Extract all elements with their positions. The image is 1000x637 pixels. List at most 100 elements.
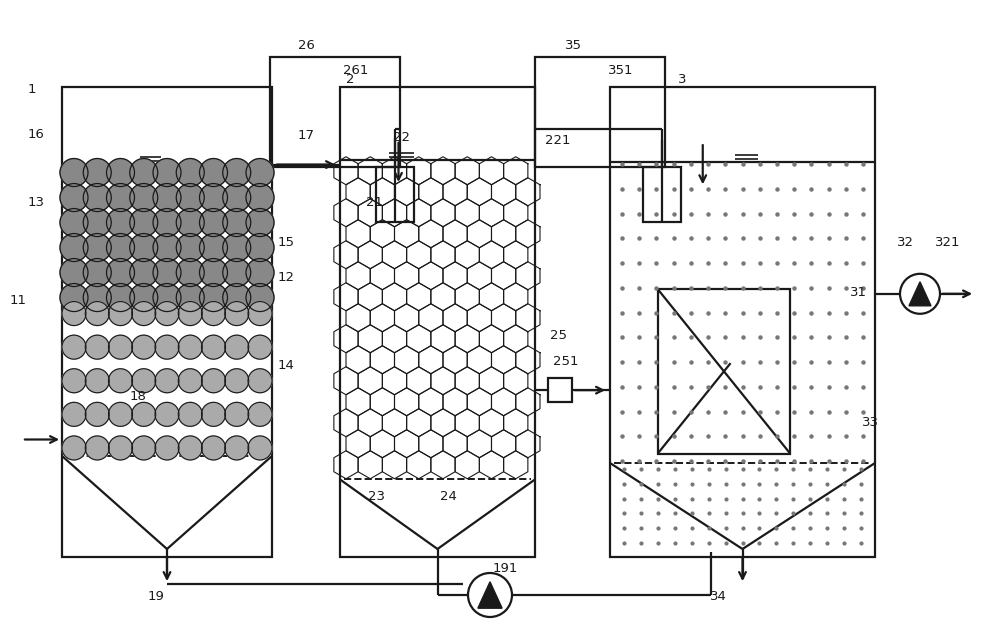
Circle shape	[85, 335, 109, 359]
Circle shape	[248, 335, 272, 359]
Circle shape	[130, 259, 158, 287]
Circle shape	[155, 369, 179, 393]
Circle shape	[130, 183, 158, 211]
Bar	[658, 289, 790, 454]
Circle shape	[107, 234, 135, 262]
Circle shape	[225, 301, 249, 326]
Circle shape	[132, 369, 156, 393]
Circle shape	[246, 183, 274, 211]
Text: 13: 13	[28, 196, 45, 208]
Circle shape	[107, 208, 135, 236]
Bar	[535, 57, 665, 167]
Circle shape	[109, 436, 133, 460]
Circle shape	[153, 234, 181, 262]
Text: 1: 1	[28, 83, 37, 96]
Circle shape	[83, 208, 111, 236]
Circle shape	[225, 436, 249, 460]
Circle shape	[153, 259, 181, 287]
Bar	[643, 167, 681, 222]
Bar	[62, 87, 272, 557]
Circle shape	[155, 403, 179, 426]
Circle shape	[202, 403, 226, 426]
Text: 19: 19	[148, 590, 165, 603]
Circle shape	[60, 159, 88, 187]
Circle shape	[132, 436, 156, 460]
Text: 191: 191	[493, 562, 518, 575]
Text: 15: 15	[278, 236, 295, 248]
Circle shape	[130, 208, 158, 236]
Circle shape	[85, 436, 109, 460]
Circle shape	[107, 259, 135, 287]
Text: 22: 22	[393, 131, 410, 143]
Circle shape	[176, 259, 204, 287]
Text: 16: 16	[28, 127, 45, 141]
Circle shape	[223, 259, 251, 287]
Text: 23: 23	[368, 490, 385, 503]
Circle shape	[130, 159, 158, 187]
Circle shape	[132, 403, 156, 426]
Circle shape	[83, 283, 111, 311]
Circle shape	[153, 208, 181, 236]
Text: 25: 25	[550, 329, 567, 341]
Circle shape	[248, 301, 272, 326]
Circle shape	[176, 283, 204, 311]
Circle shape	[248, 436, 272, 460]
Circle shape	[83, 259, 111, 287]
Circle shape	[246, 159, 274, 187]
Circle shape	[83, 183, 111, 211]
Circle shape	[176, 208, 204, 236]
Circle shape	[60, 283, 88, 311]
Circle shape	[176, 183, 204, 211]
Circle shape	[202, 301, 226, 326]
Circle shape	[200, 234, 228, 262]
Bar	[548, 378, 572, 402]
Circle shape	[60, 183, 88, 211]
Circle shape	[200, 283, 228, 311]
Circle shape	[107, 183, 135, 211]
Circle shape	[62, 403, 86, 426]
Circle shape	[178, 403, 202, 426]
Circle shape	[246, 234, 274, 262]
Text: 2: 2	[346, 73, 355, 85]
Circle shape	[62, 335, 86, 359]
Circle shape	[109, 369, 133, 393]
Circle shape	[223, 283, 251, 311]
Circle shape	[248, 403, 272, 426]
Circle shape	[153, 283, 181, 311]
Circle shape	[107, 159, 135, 187]
Circle shape	[202, 335, 226, 359]
Text: 26: 26	[298, 38, 315, 52]
Circle shape	[132, 335, 156, 359]
Text: 12: 12	[278, 271, 295, 283]
Circle shape	[200, 208, 228, 236]
Circle shape	[225, 403, 249, 426]
Circle shape	[85, 301, 109, 326]
Text: 21: 21	[366, 196, 383, 208]
Circle shape	[107, 283, 135, 311]
Circle shape	[83, 234, 111, 262]
Circle shape	[109, 403, 133, 426]
Circle shape	[153, 159, 181, 187]
Circle shape	[109, 335, 133, 359]
Circle shape	[248, 369, 272, 393]
Circle shape	[178, 335, 202, 359]
Circle shape	[60, 259, 88, 287]
Circle shape	[85, 369, 109, 393]
Text: 14: 14	[278, 359, 295, 371]
Circle shape	[246, 283, 274, 311]
Text: 24: 24	[440, 490, 457, 503]
Text: 321: 321	[935, 236, 960, 248]
Circle shape	[62, 436, 86, 460]
Text: 35: 35	[565, 38, 582, 52]
Circle shape	[153, 183, 181, 211]
Circle shape	[62, 301, 86, 326]
Circle shape	[62, 369, 86, 393]
Circle shape	[178, 369, 202, 393]
Text: 3: 3	[678, 73, 686, 85]
Circle shape	[60, 234, 88, 262]
Text: 18: 18	[130, 390, 147, 403]
Circle shape	[200, 183, 228, 211]
Circle shape	[225, 335, 249, 359]
Circle shape	[155, 301, 179, 326]
Circle shape	[130, 234, 158, 262]
